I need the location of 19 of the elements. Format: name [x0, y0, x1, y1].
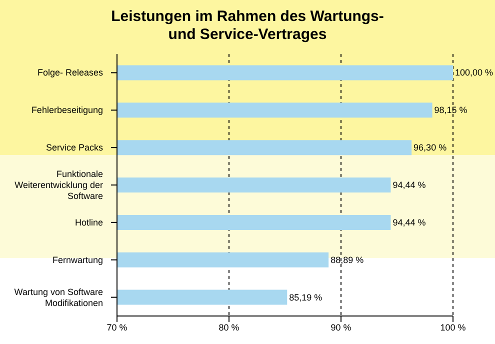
- data-label: 98,15 %: [434, 105, 468, 116]
- y-tick-label: Fernwartung: [52, 254, 103, 265]
- data-label: 100,00 %: [455, 68, 494, 78]
- x-tick-label: 90 %: [330, 322, 352, 332]
- data-label: 94,44 %: [392, 180, 426, 190]
- y-tick-label: Fehlerbeseitigung: [31, 105, 103, 116]
- x-tick-label: 80 %: [218, 322, 240, 332]
- y-tick-label: Folge- Releases: [37, 68, 104, 78]
- data-label: 88,89 %: [330, 254, 364, 265]
- data-label: 85,19 %: [289, 292, 322, 302]
- x-tick-label: 70 %: [106, 322, 128, 332]
- x-tick-label: 100 %: [440, 322, 466, 332]
- y-tick-label: Wartung von Software Modifikationen: [14, 286, 103, 308]
- chart-title: Leistungen im Rahmen des Wartungs- und Service-Vertrages: [110, 8, 385, 45]
- data-label: 96,30 %: [414, 142, 447, 153]
- y-tick-label: Funktionale Weiterentwicklung der Software: [14, 169, 103, 201]
- y-tick-label: Hotline: [74, 217, 103, 228]
- y-tick-label: Service Packs: [46, 142, 104, 153]
- data-label: 94,44 %: [392, 217, 426, 228]
